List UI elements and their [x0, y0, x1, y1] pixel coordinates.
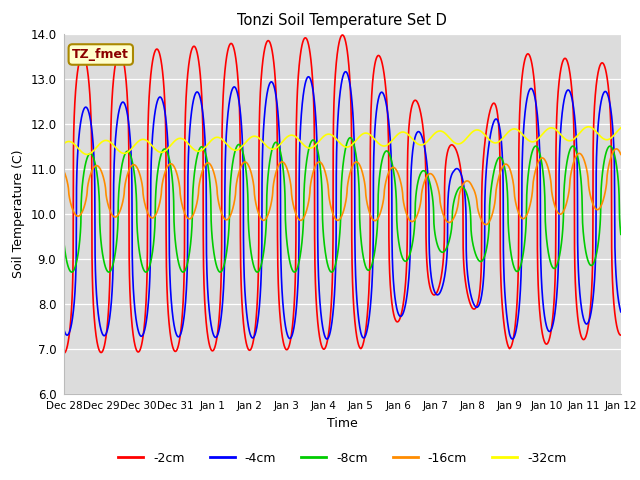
Text: TZ_fmet: TZ_fmet	[72, 48, 129, 61]
Legend: -2cm, -4cm, -8cm, -16cm, -32cm: -2cm, -4cm, -8cm, -16cm, -32cm	[113, 447, 572, 469]
X-axis label: Time: Time	[327, 417, 358, 430]
Y-axis label: Soil Temperature (C): Soil Temperature (C)	[12, 149, 25, 278]
Title: Tonzi Soil Temperature Set D: Tonzi Soil Temperature Set D	[237, 13, 447, 28]
